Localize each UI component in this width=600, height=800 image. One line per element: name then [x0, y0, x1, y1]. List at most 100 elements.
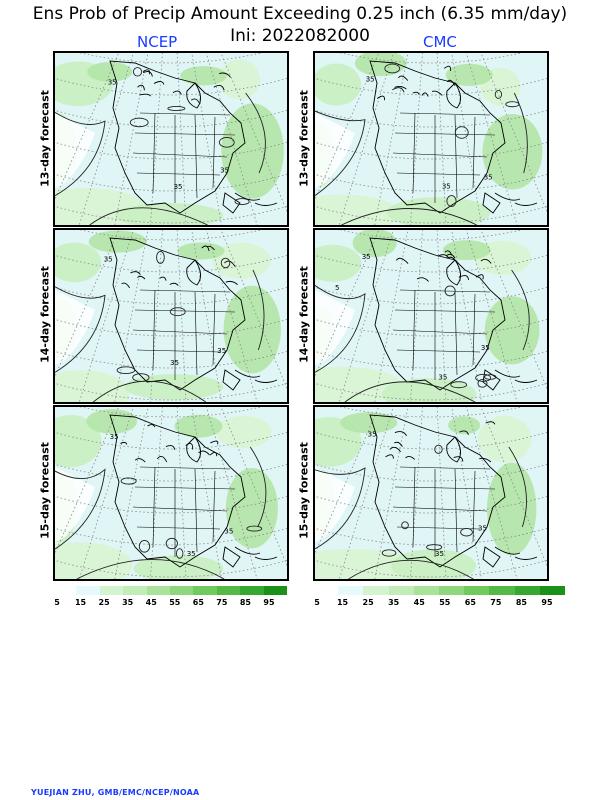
colorbar-tick-label: 95 [263, 598, 275, 607]
precip-probability-area [174, 414, 223, 438]
contour-label: 35 [187, 550, 196, 558]
precip-probability-area [315, 194, 400, 225]
probability-contours [315, 269, 530, 402]
colorbar-tick-label: 5 [54, 598, 60, 607]
precip-probability-area [133, 555, 224, 579]
probability-contours [315, 63, 528, 225]
graticule [55, 407, 287, 579]
precip-probability-area [87, 62, 133, 82]
low-probability-area [55, 467, 95, 542]
colorbar-swatch [193, 586, 217, 595]
contour-label: 35 [170, 359, 179, 367]
precip-probability-area [221, 103, 284, 199]
colorbar-swatch [489, 586, 515, 595]
probability-contours [315, 444, 527, 579]
row-label-15day: 15-day forecast [38, 442, 52, 539]
colorbar-swatch [413, 586, 440, 595]
colorbar-swatch [439, 586, 465, 595]
row-label-14day-cmc: 14-day forecast [297, 266, 311, 363]
contour-label: 35 [442, 183, 451, 191]
contour-label: 35 [366, 75, 375, 83]
low-probability-area [55, 113, 95, 188]
precip-probability-area [180, 66, 227, 86]
colorbar-tick-label: 15 [336, 598, 349, 607]
credit-text: YUEJIAN ZHU, GMB/EMC/NCEP/NOAA [31, 788, 200, 797]
colorbar-tick-label: 75 [216, 598, 228, 607]
colorbar-tick-label: 35 [122, 598, 134, 607]
coastline-boundaries [109, 237, 278, 391]
row-label-13day-cmc: 13-day forecast [297, 90, 311, 187]
coastline-boundaries [369, 60, 538, 214]
colorbar-swatch [313, 586, 339, 595]
graticule [315, 53, 547, 225]
precip-probability-area [315, 244, 362, 282]
precip-probability-area [223, 285, 281, 374]
precip-probability-area [487, 462, 537, 556]
map-panel-ncep-15day: 35 35 35 [53, 405, 289, 581]
precip-probability-area [315, 366, 403, 402]
contour-label: 35 [484, 173, 493, 181]
colorbar-swatch [263, 586, 288, 595]
precip-probability-area [55, 542, 133, 579]
colorbar-swatch [514, 586, 540, 595]
precip-probability-area [55, 415, 102, 468]
contour-label: 35 [478, 524, 487, 532]
colorbar-tick-label: 35 [388, 598, 400, 607]
contour-label: 35 [220, 166, 229, 174]
low-probability-area [315, 290, 355, 365]
precip-probability-area [382, 378, 477, 402]
colorbar-tick-label: 85 [515, 598, 528, 607]
colorbar-tick-label: 55 [439, 598, 451, 607]
map-title: Ens Prob of Precip Amount Exceeding 0.25… [32, 4, 568, 24]
contour-label: 35 [481, 344, 490, 352]
colorbar-swatch [216, 586, 241, 595]
contour-label: 35 [217, 347, 226, 355]
coastline-boundaries [369, 414, 538, 568]
colorbar-swatch [388, 586, 414, 595]
low-probability-area [315, 113, 355, 188]
precip-probability-area [448, 416, 481, 435]
colorbar-swatch [146, 586, 171, 595]
precip-probability-area [442, 240, 491, 261]
precip-probability-area [445, 63, 493, 87]
contour-label: 35 [104, 256, 113, 264]
colorbar-ncep [53, 586, 288, 595]
map-canvas: 35 35 35 [315, 53, 547, 225]
column-header-cmc: CMC [423, 33, 457, 51]
colorbar-tick-label: 85 [239, 598, 252, 607]
colorbar-swatch [53, 586, 77, 595]
colorbar-swatch [123, 586, 147, 595]
probability-contours [55, 67, 266, 225]
map-canvas: 35 35 35 [315, 407, 547, 579]
precip-probability-area [391, 549, 477, 579]
map-panel-cmc-15day: 35 35 35 [313, 405, 549, 581]
colorbar-tick-label: 25 [362, 598, 374, 607]
low-probability-area [315, 467, 355, 542]
colorbar-swatch [464, 586, 490, 595]
colorbar-tick-label: 65 [464, 598, 476, 607]
map-canvas: 35 35 35 [55, 53, 287, 225]
row-label-15day-cmc: 15-day forecast [297, 442, 311, 539]
precip-probability-area [352, 230, 397, 258]
row-label-14day: 14-day forecast [38, 266, 52, 363]
colorbar-swatch [170, 586, 194, 595]
map-canvas: 35 35 35 [55, 230, 287, 402]
contour-label: 35 [368, 430, 377, 438]
precip-probability-area [215, 415, 272, 449]
colorbar-swatch [240, 586, 264, 595]
precip-probability-area [315, 63, 362, 106]
contour-label: 35 [438, 374, 447, 382]
precip-probability-area [482, 114, 543, 190]
colorbar-cmc [313, 586, 566, 595]
precip-probability-area [88, 230, 147, 253]
map-panel-ncep-13day: 35 35 35 [53, 51, 289, 227]
map-panel-cmc-14day: 35 35 35 5 [313, 228, 549, 404]
colorbar-tick-label: 25 [98, 598, 110, 607]
precip-probability-area [340, 412, 398, 434]
precip-probability-area [225, 467, 278, 549]
map-panel-ncep-14day: 35 35 35 [53, 228, 289, 404]
colorbar-tick-label: 65 [192, 598, 204, 607]
colorbar-tick-label: 75 [490, 598, 502, 607]
coastline-boundaries [109, 414, 278, 568]
colorbar-tick-label: 45 [145, 598, 157, 607]
